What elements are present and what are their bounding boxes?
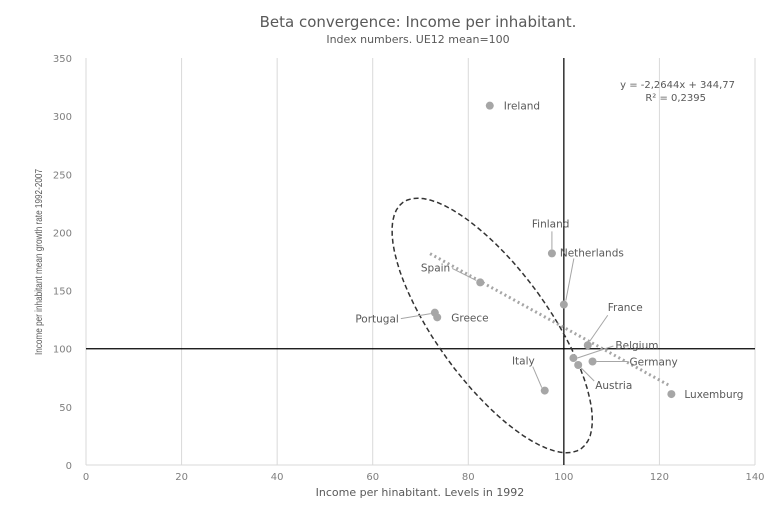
y-tick-label: 250 xyxy=(53,170,72,181)
data-points xyxy=(430,101,676,399)
data-label: Luxemburg xyxy=(684,389,743,401)
x-tick-label: 120 xyxy=(650,472,669,483)
data-point xyxy=(574,360,583,369)
data-point xyxy=(485,101,494,110)
x-tick-label: 40 xyxy=(271,472,284,483)
data-point xyxy=(540,386,549,395)
y-tick-label: 100 xyxy=(53,345,72,356)
data-point xyxy=(583,341,592,350)
data-label: Germany xyxy=(630,357,678,369)
data-point xyxy=(476,278,485,287)
y-tick-label: 0 xyxy=(66,461,72,472)
label-leader-line xyxy=(589,314,609,342)
trend-equation: y = -2,2644x + 344,77 xyxy=(620,80,735,91)
x-tick-label: 0 xyxy=(83,472,89,483)
trendline xyxy=(429,252,670,387)
data-point xyxy=(569,354,578,363)
label-leader-line xyxy=(577,345,614,359)
data-label: Italy xyxy=(512,356,535,368)
x-tick-label: 80 xyxy=(462,472,475,483)
data-labels: Ireland Finland Netherlands Spain Portugal Gr… xyxy=(355,101,743,401)
label-leader-line xyxy=(400,313,431,320)
data-label: Greece xyxy=(451,312,488,324)
label-leader-lines xyxy=(400,231,628,388)
data-label: France xyxy=(608,302,643,314)
chart-subtitle: Index numbers. UE12 mean=100 xyxy=(326,33,509,46)
x-tick-label: 20 xyxy=(175,472,188,483)
data-point xyxy=(588,357,597,366)
data-label: Belgium xyxy=(615,340,658,352)
data-label: Netherlands xyxy=(560,248,624,260)
data-label: Finland xyxy=(532,218,570,230)
tick-labels: 0 20 40 60 80 100 120 140 0 50 100 150 200 250 300 350 xyxy=(53,54,765,483)
y-tick-label: 150 xyxy=(53,287,72,298)
trend-r2: R² = 0,2395 xyxy=(645,93,706,104)
x-tick-label: 60 xyxy=(366,472,379,483)
data-label: Spain xyxy=(421,262,450,274)
y-tick-label: 300 xyxy=(53,112,72,123)
chart-title: Beta convergence: Income per inhabitant. xyxy=(260,13,577,31)
data-point xyxy=(559,300,568,309)
x-tick-label: 140 xyxy=(745,472,764,483)
data-point xyxy=(667,390,676,399)
label-leader-line xyxy=(532,366,543,388)
data-label: Ireland xyxy=(504,101,540,113)
y-axis-label: Income per inhabitant mean growth rate 1… xyxy=(33,169,44,355)
y-tick-label: 200 xyxy=(53,228,72,239)
label-leader-line xyxy=(452,267,477,281)
x-tick-label: 100 xyxy=(554,472,573,483)
y-tick-label: 50 xyxy=(59,403,72,414)
data-point xyxy=(547,249,556,258)
label-leader-line xyxy=(580,367,595,382)
y-tick-label: 350 xyxy=(53,54,72,65)
data-label: Austria xyxy=(595,380,632,392)
data-point xyxy=(433,313,442,322)
annotation-ellipse xyxy=(391,197,594,454)
data-label: Portugal xyxy=(355,314,399,326)
reference-lines xyxy=(86,58,755,465)
x-axis-label: Income per hinabitant. Levels in 1992 xyxy=(316,486,525,499)
label-leader-line xyxy=(565,258,575,301)
